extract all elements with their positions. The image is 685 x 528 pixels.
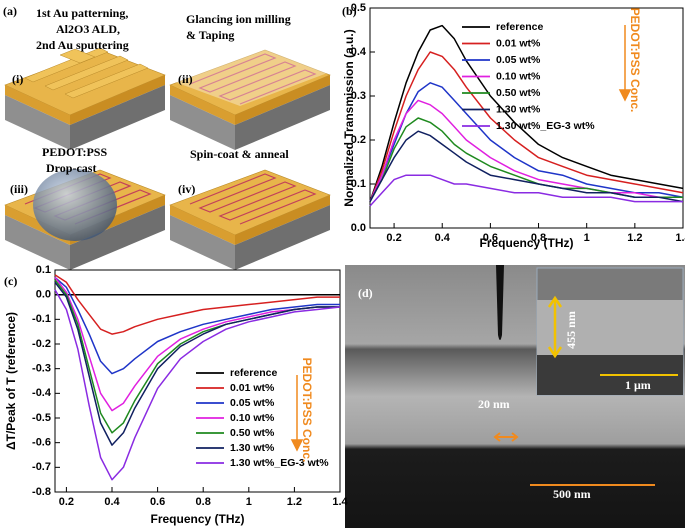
panel-label: (d) [358,286,373,300]
legend-label: 0.05 wt% [230,397,275,409]
x-tick-label: 1.4 [675,232,685,244]
series-line [369,24,684,202]
step-text: 1st Au patterning, [36,6,128,20]
chart: 0.2 0.4 0.6 0.8 1 1.2 1.4 0.0 0.1 0.2 0.3 0.4 0.5 Fre… [342,2,685,250]
panel-label: (b) [342,4,357,18]
series-line [54,274,340,335]
x-tick-label: 0.4 [104,496,120,508]
y-tick-label: -0.2 [32,338,51,350]
panel-d: 455 nm 1 μm 20 nm 500 nm (d) [345,265,685,528]
x-tick-label: 0.6 [150,496,165,508]
step-id: (iv) [178,182,195,196]
x-tick-label: 0.2 [386,232,401,244]
gap-label: 20 nm [478,397,510,411]
legend-label: 0.10 wt% [496,70,541,82]
annotation: PEDOT:PSS Conc. [300,358,314,463]
x-tick-label: 0.4 [435,232,451,244]
series-line [369,51,684,202]
x-tick-label: 1.2 [627,232,642,244]
step-text: PEDOT:PSS [42,145,107,159]
legend-label: 0.01 wt% [230,382,275,394]
panel-label: (c) [4,274,17,288]
x-tick-label: 1 [584,232,590,244]
scale-label: 500 nm [553,487,591,501]
step-id: (iii) [10,182,28,196]
x-tick-label: 0.8 [196,496,211,508]
x-tick-label: 0.2 [59,496,74,508]
series-line [369,99,683,202]
series-line [369,130,684,203]
y-tick-label: 0.4 [351,46,367,58]
scale-label: 1 μm [625,378,651,392]
y-tick-label: 0.2 [351,134,366,146]
y-tick-label: -0.1 [32,313,51,325]
x-tick-label: 1 [246,496,252,508]
y-tick-label: -0.4 [32,387,52,399]
arrow-head [547,295,563,359]
plot-frame [54,269,341,493]
y-tick-label: 0.3 [351,90,366,102]
legend-label: reference [496,21,543,33]
step-id: (ii) [178,72,193,86]
annotation: PEDOT:PSS Conc. [628,8,642,113]
legend-label: 0.05 wt% [496,54,541,66]
series-line [54,281,340,446]
chart: 0.2 0.4 0.6 0.8 1 1.2 1.4 0.1 0.0 -0.1 -0.2 -0.3 -0.… [4,264,349,526]
legend-label: 1.30 wt% [230,442,275,454]
electrode-fingers [24,47,149,99]
legend-label: reference [230,367,277,379]
legend-label: 0.01 wt% [496,37,541,49]
step-text: & Taping [186,28,234,42]
y-tick-label: -0.3 [32,363,51,375]
y-tick-label: 0.5 [351,2,366,14]
x-tick-label: 0.6 [483,232,498,244]
series-line [54,289,341,481]
step-text: 2nd Au sputtering [36,38,129,52]
step-text: Glancing ion milling [186,12,291,26]
x-tick-label: 0.8 [531,232,546,244]
y-axis-label: ΔT/Peak of T (reference) [4,312,18,450]
thickness-label: 455 nm [564,311,578,349]
crack [496,265,504,340]
annotation-arrow [618,25,632,102]
y-tick-label: -0.7 [32,461,51,473]
legend-label: 1.30 wt%_EG-3 wt% [496,120,595,132]
gap-arrow [493,432,519,442]
panel-a: (a) 1st Au patterning, Al2O3 ALD, 2nd Au… [3,4,331,271]
x-axis-label: Frequency (THz) [479,236,573,250]
series-line [54,276,340,412]
legend-label: 1.30 wt%_EG-3 wt% [230,457,329,469]
step-text: Drop-cast [46,161,96,175]
legend-label: 0.50 wt% [230,427,275,439]
step-text: Spin-coat & anneal [190,147,289,161]
y-tick-label: 0.1 [36,264,51,276]
series-line [369,174,683,207]
step-text: Al2O3 ALD, [56,22,120,36]
annotation-arrow [290,375,304,452]
y-tick-label: -0.6 [32,437,51,449]
inset-layer [537,300,683,355]
droplet [33,169,117,241]
legend-label: 1.30 wt% [496,103,541,115]
legend-label: 0.50 wt% [496,87,541,99]
y-tick-label: 0.0 [351,222,366,234]
x-tick-label: 1.2 [287,496,302,508]
y-tick-label: 0.1 [351,178,366,190]
series-line [54,276,340,375]
y-axis-label: Normalized Transmission (a.u.) [342,29,356,206]
step-id: (i) [12,72,23,86]
y-tick-label: -0.5 [32,412,51,424]
plot-frame [369,7,684,229]
y-tick-label: -0.8 [32,486,51,498]
tape [175,48,330,106]
x-tick-label: 1.4 [332,496,348,508]
legend-label: 0.10 wt% [230,412,275,424]
y-tick-label: 0.0 [36,289,51,301]
panel-label: (a) [3,4,17,18]
x-axis-label: Frequency (THz) [150,512,244,526]
